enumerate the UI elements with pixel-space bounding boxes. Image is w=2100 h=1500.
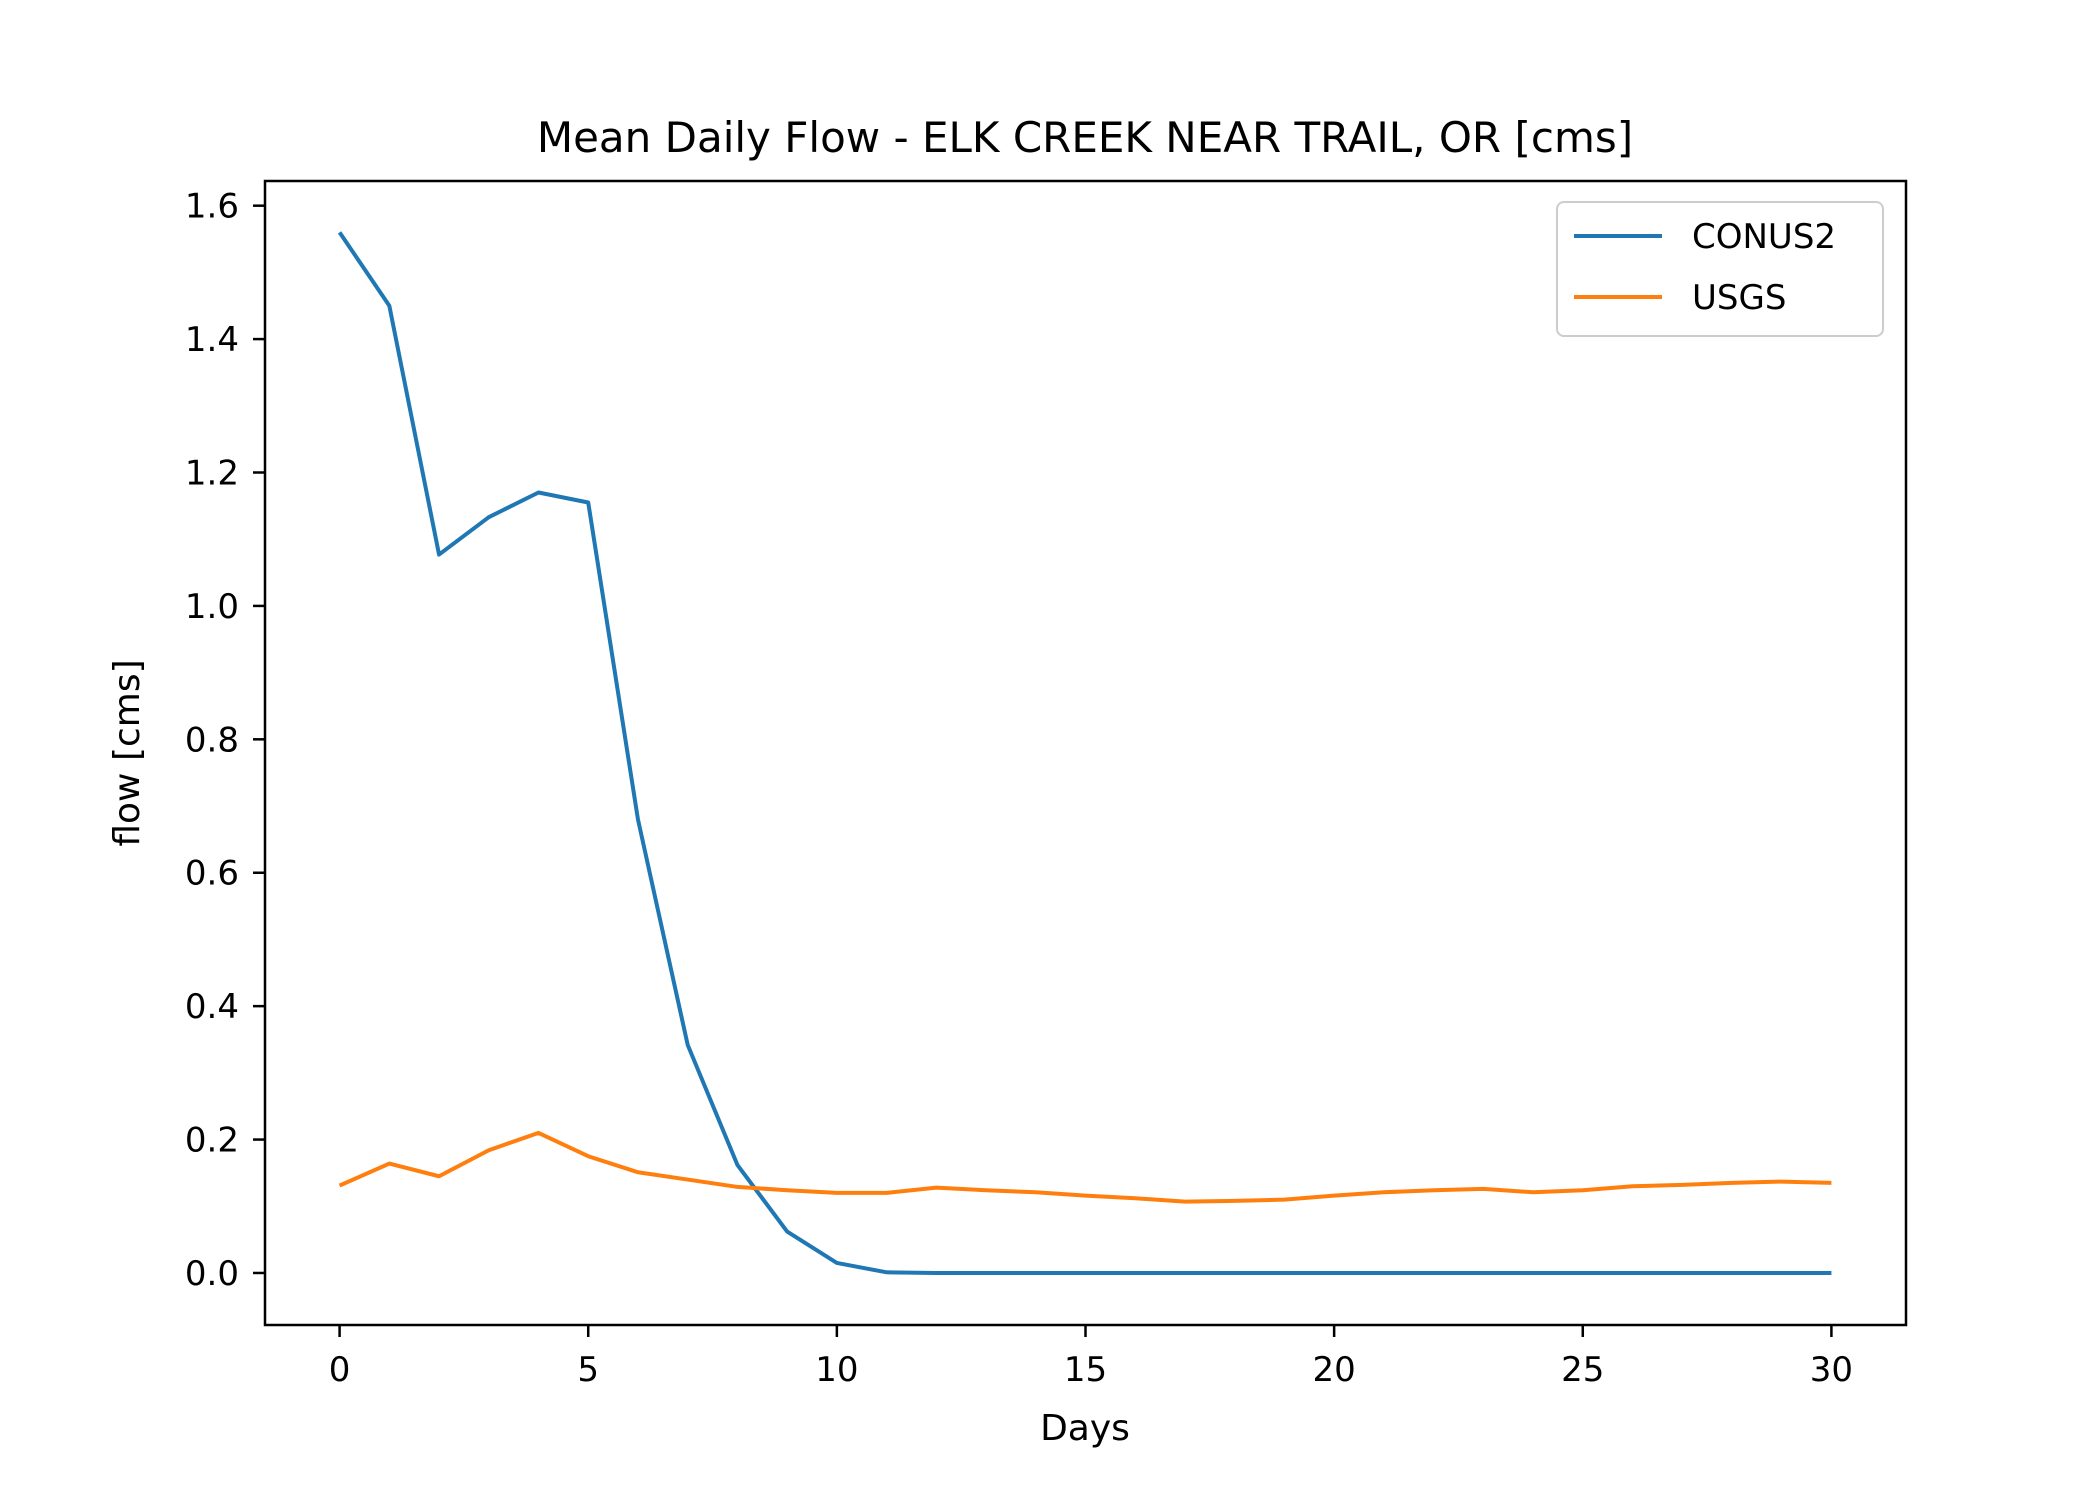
x-tick-label: 10	[815, 1350, 858, 1390]
y-axis-ticks: 0.0 0.2 0.4 0.6 0.8 1.0 1.2 1.4 1.6	[185, 187, 265, 1294]
legend: CONUS2 USGS	[1556, 201, 1884, 337]
y-tick-label: 1.0	[185, 587, 239, 627]
legend-label-conus2: CONUS2	[1692, 217, 1836, 257]
y-tick-label: 0.2	[185, 1121, 239, 1161]
x-tick-label: 20	[1313, 1350, 1356, 1390]
y-tick-label: 1.6	[185, 187, 239, 227]
y-axis-label: flow [cms]	[107, 659, 148, 846]
x-tick-label: 0	[329, 1350, 351, 1390]
y-tick-label: 0.6	[185, 854, 239, 894]
series-line-conus2	[337, 231, 1832, 1275]
x-axis-ticks: 0 5 10 15 20 25 30	[329, 1325, 1853, 1390]
y-tick-label: 0.8	[185, 720, 239, 760]
x-axis-label: Days	[1040, 1408, 1130, 1449]
y-tick-label: 0.4	[185, 987, 239, 1027]
chart-title: Mean Daily Flow - ELK CREEK NEAR TRAIL, …	[537, 113, 1633, 162]
x-tick-label: 5	[577, 1350, 599, 1390]
x-tick-label: 30	[1810, 1350, 1853, 1390]
series-line-usgs	[338, 1130, 1832, 1204]
x-tick-label: 15	[1064, 1350, 1107, 1390]
x-tick-label: 25	[1561, 1350, 1604, 1390]
y-tick-label: 1.4	[185, 320, 239, 360]
y-tick-label: 1.2	[185, 454, 239, 494]
legend-label-usgs: USGS	[1692, 278, 1786, 318]
plot-lines	[337, 231, 1832, 1275]
y-tick-label: 0.0	[185, 1254, 239, 1294]
